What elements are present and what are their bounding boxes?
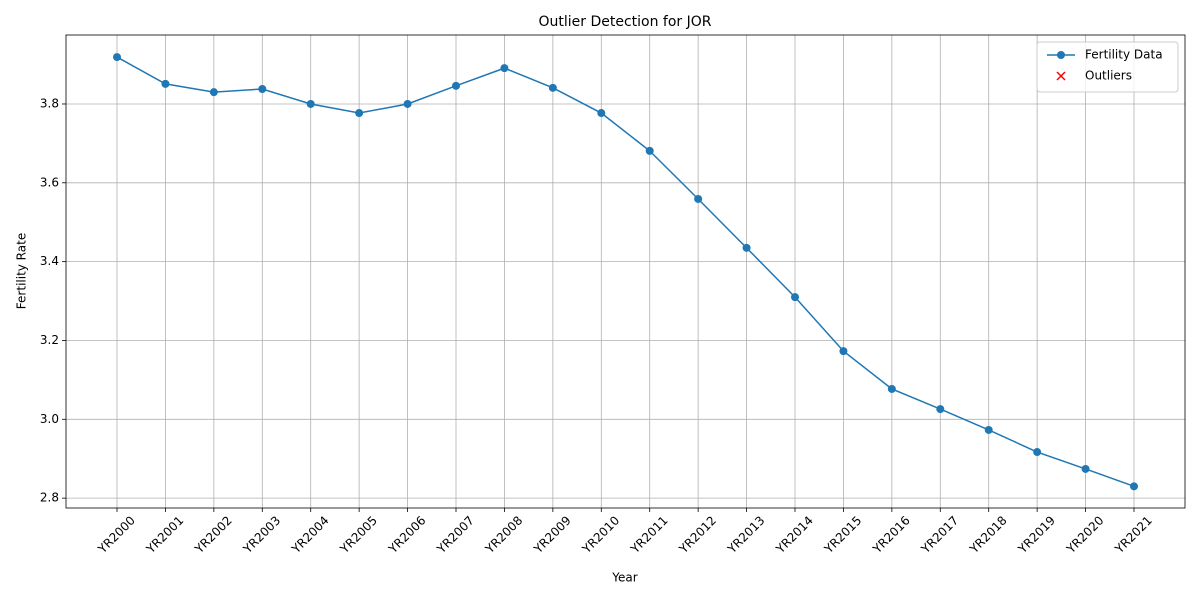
series-line — [116, 56, 1135, 488]
legend-label: Fertility Data — [1085, 48, 1163, 62]
data-point — [936, 405, 945, 414]
data-point — [113, 53, 121, 62]
y-axis-label: Fertility Rate — [15, 233, 29, 309]
chart-title: Outlier Detection for JOR — [538, 14, 711, 30]
data-point — [1033, 448, 1042, 457]
y-tick-label: 3.0 — [40, 412, 59, 426]
y-tick-label: 2.8 — [40, 491, 59, 505]
data-point — [209, 88, 218, 97]
data-point — [791, 293, 799, 302]
data-point — [452, 81, 460, 90]
data-point — [306, 99, 315, 108]
data-point — [694, 194, 703, 203]
data-point — [742, 243, 751, 252]
data-point — [258, 85, 267, 94]
y-tick-label: 3.2 — [40, 333, 59, 347]
data-point — [984, 425, 993, 434]
data-point — [887, 384, 896, 393]
legend-marker — [1057, 51, 1065, 59]
legend-marker — [1056, 71, 1066, 81]
data-point — [161, 79, 170, 88]
x-axis-label: Year — [611, 571, 637, 585]
y-tick-label: 3.6 — [40, 175, 59, 189]
data-point — [839, 347, 848, 356]
data-point — [645, 146, 654, 155]
legend-label: Outliers — [1085, 69, 1132, 83]
data-point — [1130, 482, 1138, 491]
y-tick-label: 3.4 — [40, 254, 59, 268]
data-point — [548, 83, 557, 92]
data-point — [1081, 464, 1090, 473]
plot-frame — [65, 34, 1186, 509]
y-tick-label: 3.8 — [40, 96, 59, 110]
data-point — [403, 99, 412, 108]
data-point — [500, 64, 509, 73]
data-point — [355, 109, 364, 118]
data-point — [597, 109, 606, 118]
